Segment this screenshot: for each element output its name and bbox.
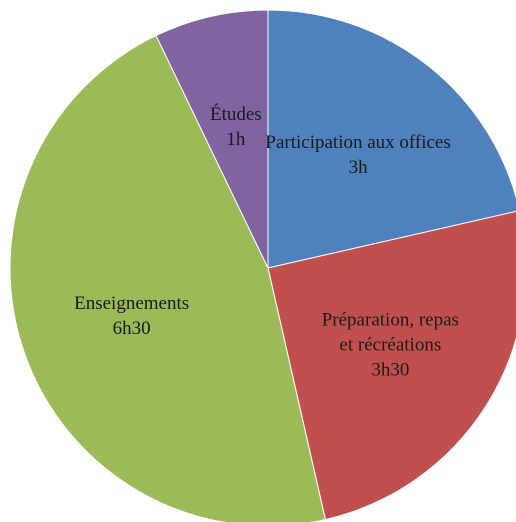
slice-label: Préparation, repas et récréations 3h30 — [315, 307, 465, 382]
category-name: Participation aux offices — [265, 132, 451, 154]
pie-slice — [155, 9, 269, 269]
pie-slice — [9, 34, 327, 522]
pie-slice — [267, 210, 516, 521]
slice-label: Participation aux offices 3h — [261, 130, 456, 180]
category-name: Enseignements — [74, 292, 190, 314]
pie-slice — [267, 9, 516, 269]
category-name: Préparation, repas et récréations — [321, 309, 459, 356]
value-label: 3h — [348, 157, 368, 179]
slice-label: Études 1h — [196, 102, 276, 152]
slice-label: Enseignements 6h30 — [42, 291, 222, 341]
value-label: 3h30 — [371, 359, 410, 381]
value-label: 1h — [226, 129, 246, 151]
value-label: 6h30 — [112, 317, 151, 339]
category-name: Études — [209, 104, 262, 126]
